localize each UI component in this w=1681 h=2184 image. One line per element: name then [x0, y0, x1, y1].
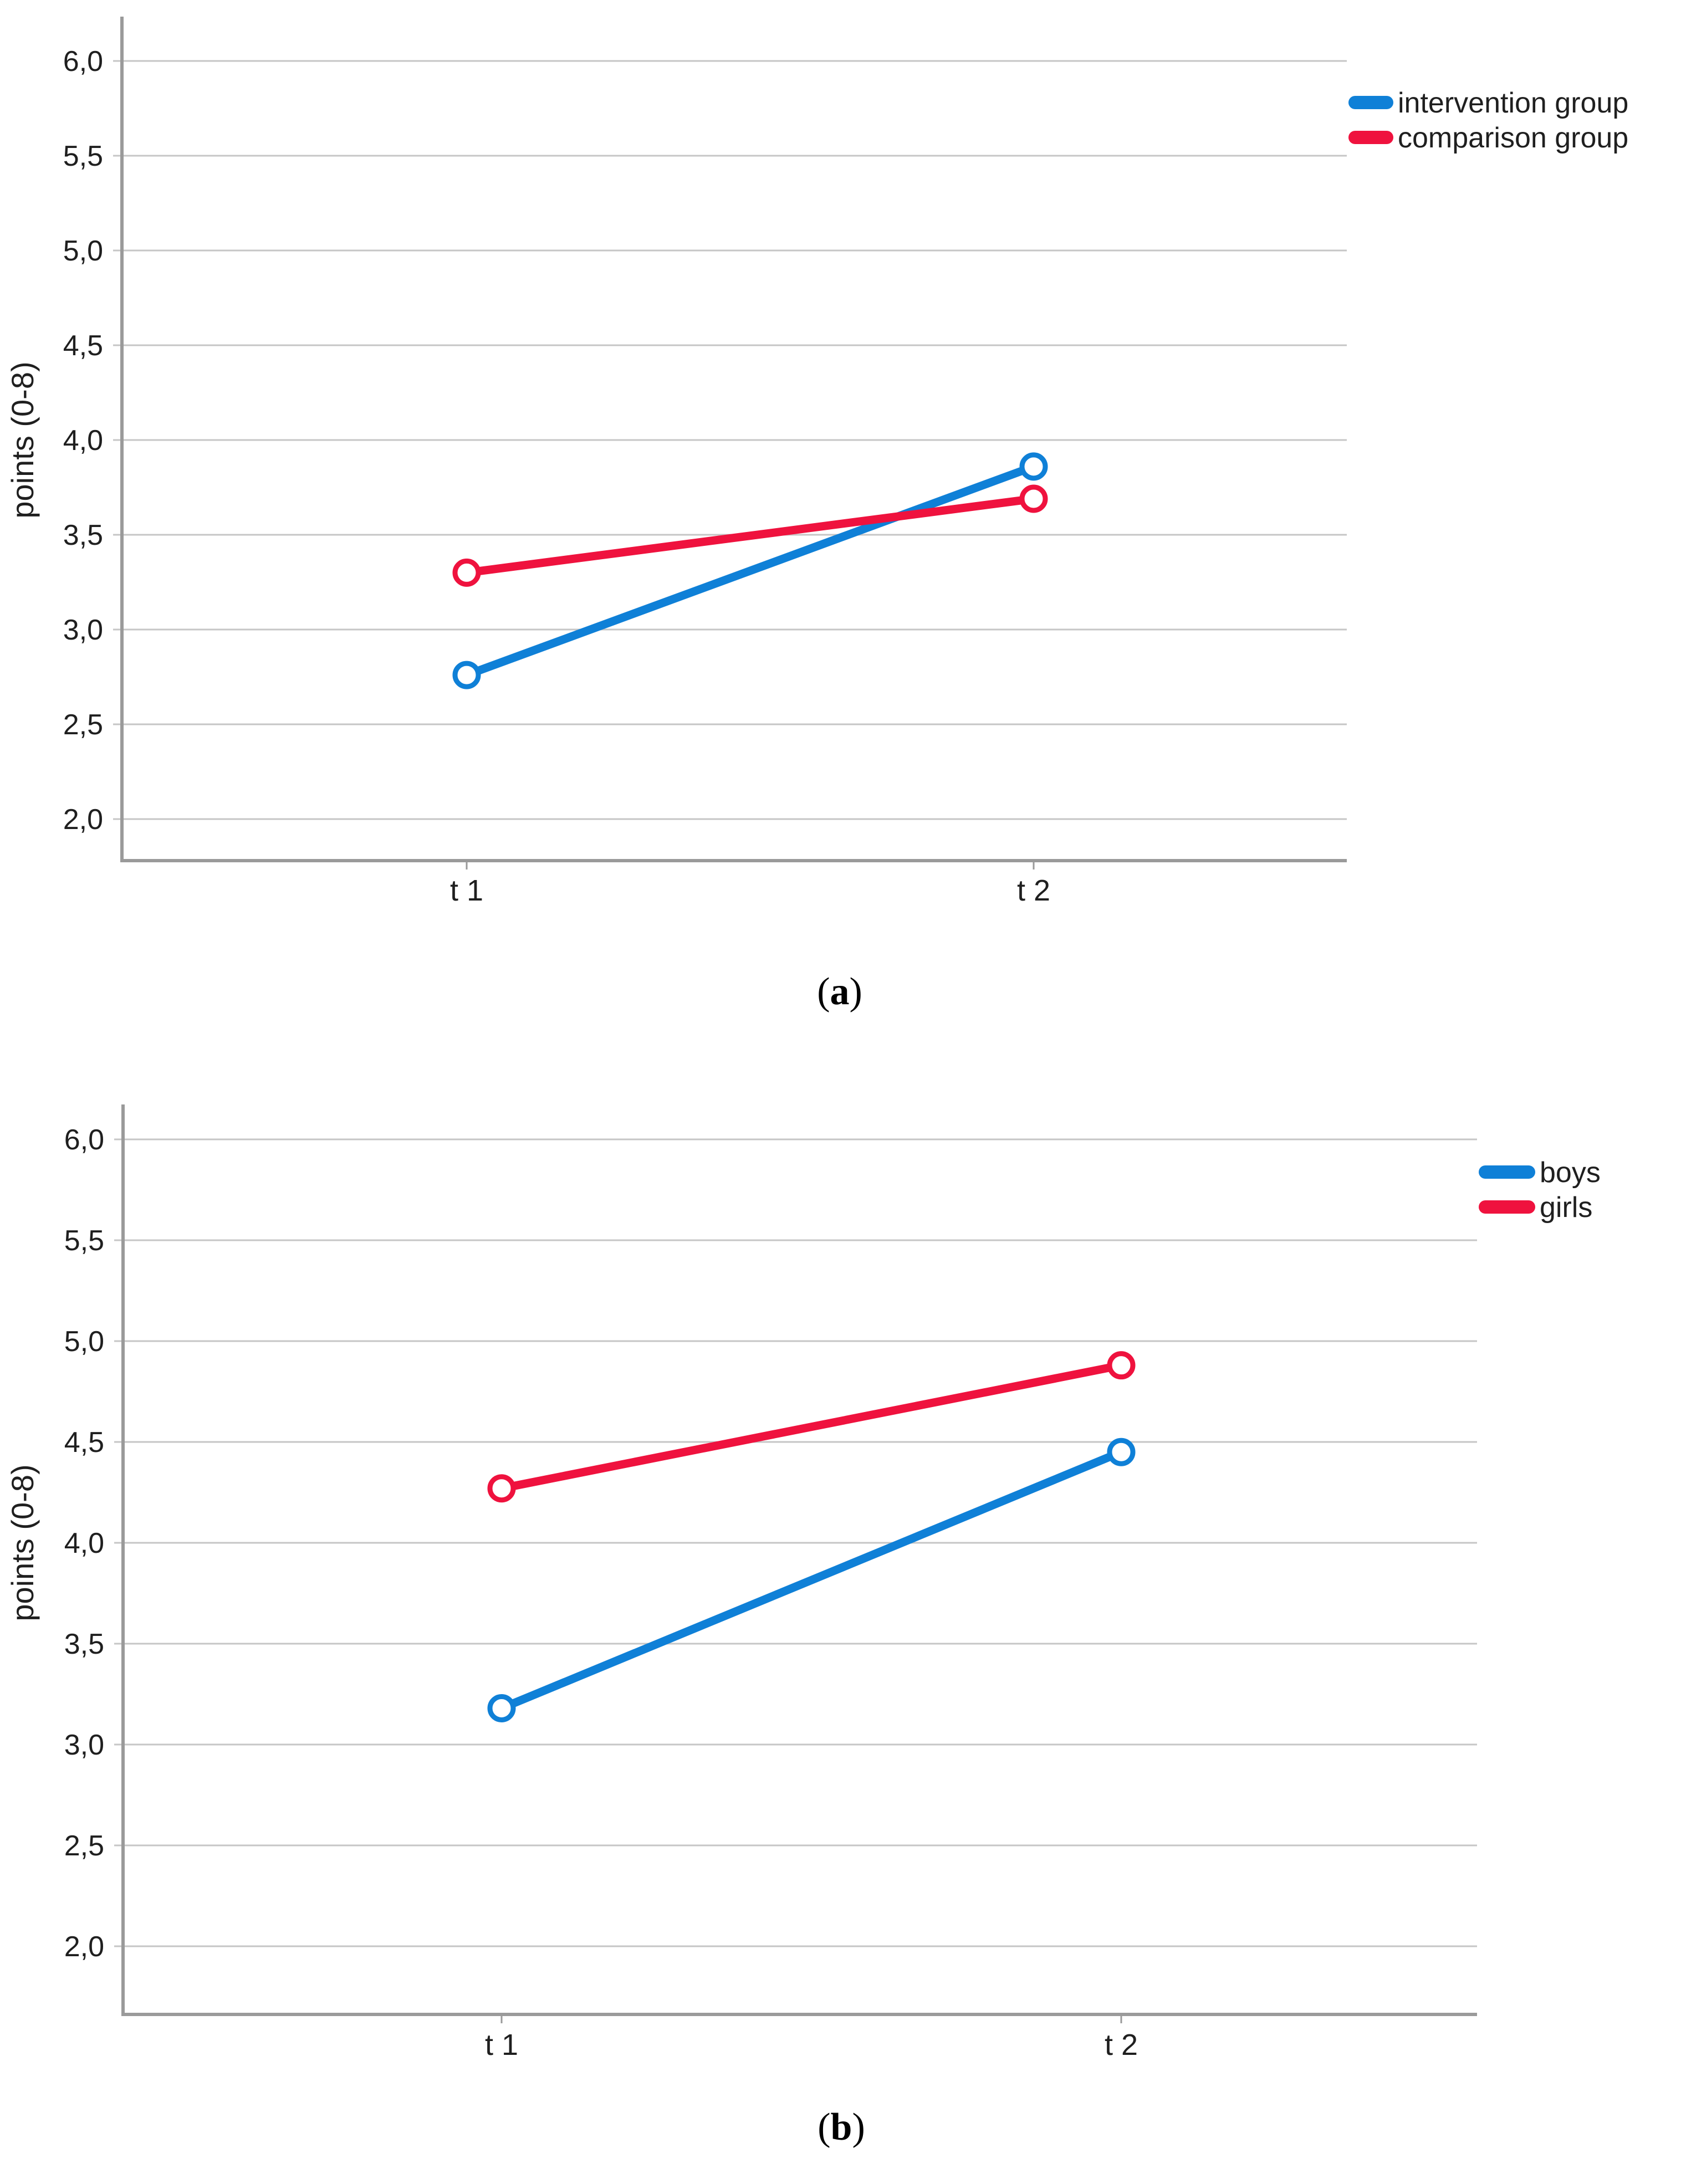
panel-caption-b: (b) — [817, 2106, 865, 2149]
data-point-marker-intervention-group — [1019, 452, 1048, 481]
gridlines-panel-a — [113, 60, 1347, 820]
series-line-comparison-group — [466, 494, 1034, 577]
y-tick-label: 4,0 — [64, 1527, 104, 1559]
y-tick-label: 5,5 — [63, 140, 103, 172]
y-tick-label: 2,5 — [63, 709, 103, 741]
data-series-panel-b — [487, 1351, 1136, 1722]
data-point-marker-intervention-group — [452, 661, 481, 689]
y-tick-label: 6,0 — [63, 45, 103, 78]
line-chart-panel-b: 6,0 5,5 5,0 4,5 4,0 3,5 3,0 2,5 2,0 t 1 t 2 boys… — [5, 1104, 1601, 2149]
data-point-marker-comparison-group — [1019, 484, 1048, 513]
x-axis-label-t1: t 1 — [450, 874, 483, 907]
legend-label-intervention-group: intervention group — [1398, 87, 1628, 119]
series-line-girls — [500, 1361, 1122, 1493]
legend-panel-b: boys girls — [1479, 1157, 1601, 1224]
data-series-panel-a — [452, 452, 1048, 689]
legend-label-comparison-group: comparison group — [1398, 122, 1628, 154]
data-point-marker-boys — [487, 1694, 516, 1722]
y-tick-label: 4,5 — [64, 1426, 104, 1459]
data-point-marker-boys — [1107, 1438, 1136, 1466]
y-tick-label: 6,0 — [64, 1124, 104, 1156]
y-tick-label: 2,5 — [64, 1830, 104, 1862]
gridlines-panel-b — [114, 1138, 1477, 1947]
x-tick-marks-panel-b — [500, 2014, 1122, 2023]
legend-panel-a: intervention group comparison group — [1348, 87, 1628, 154]
y-tick-label: 2,0 — [64, 1931, 104, 1963]
y-tick-labels-panel-b: 6,0 5,5 5,0 4,5 4,0 3,5 3,0 2,5 2,0 — [64, 1124, 104, 1963]
y-tick-label: 5,0 — [64, 1326, 104, 1358]
series-line-intervention-group — [465, 462, 1035, 679]
data-point-marker-girls — [1107, 1351, 1136, 1380]
y-tick-label: 5,5 — [64, 1225, 104, 1257]
y-axis-title-panel-b: points (0-8) — [5, 1464, 40, 1621]
data-point-marker-girls — [487, 1474, 516, 1503]
y-axis-title-panel-a: points (0-8) — [5, 361, 40, 518]
y-tick-label: 3,5 — [64, 1628, 104, 1660]
panel-caption-a: (a) — [817, 970, 862, 1013]
legend-label-boys: boys — [1540, 1157, 1601, 1189]
y-tick-labels-panel-a: 6,0 5,5 5,0 4,5 4,0 3,5 3,0 2,5 2,0 — [63, 45, 103, 836]
x-axis-label-t2: t 2 — [1105, 2028, 1138, 2062]
series-line-boys — [500, 1448, 1123, 1712]
y-tick-label: 5,0 — [63, 235, 103, 267]
y-tick-label: 4,0 — [63, 424, 103, 457]
x-tick-marks-panel-a — [466, 861, 1035, 869]
x-axis-label-t2: t 2 — [1017, 874, 1050, 907]
legend-label-girls: girls — [1540, 1191, 1592, 1224]
y-tick-label: 3,0 — [63, 614, 103, 646]
data-point-marker-comparison-group — [452, 558, 481, 587]
y-tick-label: 3,0 — [64, 1729, 104, 1761]
x-axis-label-t1: t 1 — [485, 2028, 518, 2062]
line-chart-panel-a: 6,0 5,5 5,0 4,5 4,0 3,5 3,0 2,5 2,0 t 1 t 2 inte… — [5, 17, 1628, 1013]
y-tick-label: 2,0 — [63, 804, 103, 836]
y-tick-label: 3,5 — [63, 519, 103, 551]
y-tick-label: 4,5 — [63, 330, 103, 362]
